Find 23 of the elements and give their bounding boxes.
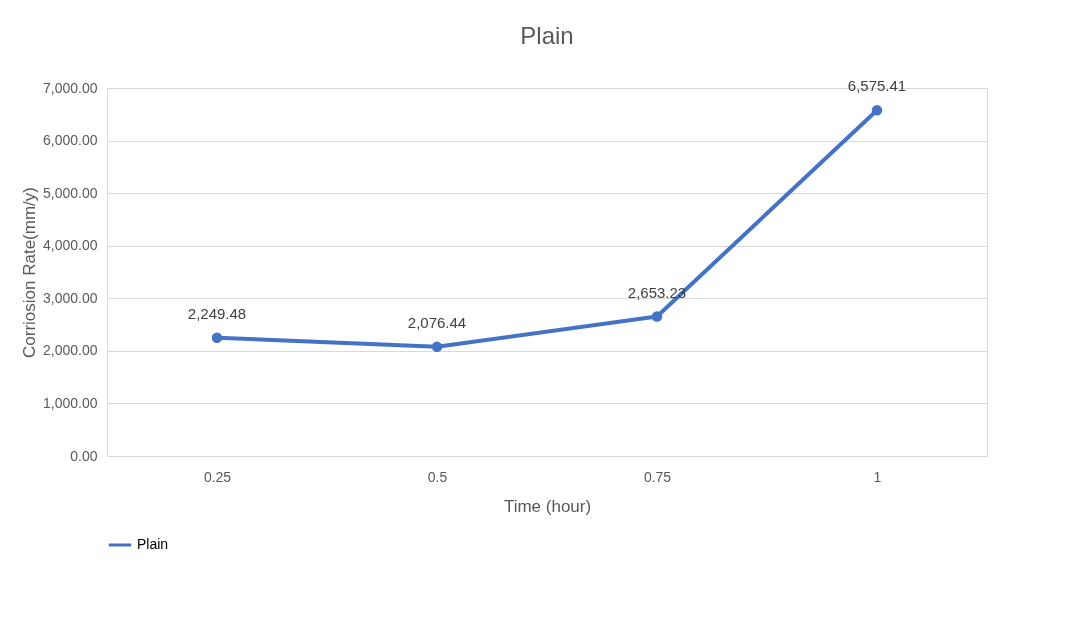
data-label: 6,575.41 <box>847 77 907 95</box>
data-label: 2,249.48 <box>187 304 247 322</box>
y-tick-label: 7,000.00 <box>43 79 98 96</box>
point <box>211 332 223 343</box>
x-tick-label: 0.5 <box>427 468 448 485</box>
point <box>871 105 883 116</box>
y-tick-label: 3,000.00 <box>43 289 98 306</box>
x-axis-title: Time (hour) <box>503 496 592 516</box>
point <box>651 311 663 322</box>
y-tick-label: 4,000.00 <box>43 237 98 254</box>
legend-label: Plain <box>137 536 169 552</box>
y-tick-label: 6,000.00 <box>43 132 98 149</box>
point <box>431 341 443 353</box>
x-tick-label: 0.75 <box>643 468 672 485</box>
y-tick-label: 1,000.00 <box>43 394 98 411</box>
chart-title: Plain <box>520 22 574 50</box>
data-label: 2,076.44 <box>407 313 467 331</box>
y-axis-title: Corriosion Rate(mm/y) <box>20 187 39 358</box>
x-tick-label: 0.25 <box>203 468 232 485</box>
y-tick-label: 0.00 <box>70 447 98 464</box>
y-tick-label: 5,000.00 <box>43 184 98 201</box>
y-tick-label: 2,000.00 <box>43 342 98 359</box>
x-tick-label: 1 <box>873 468 882 485</box>
